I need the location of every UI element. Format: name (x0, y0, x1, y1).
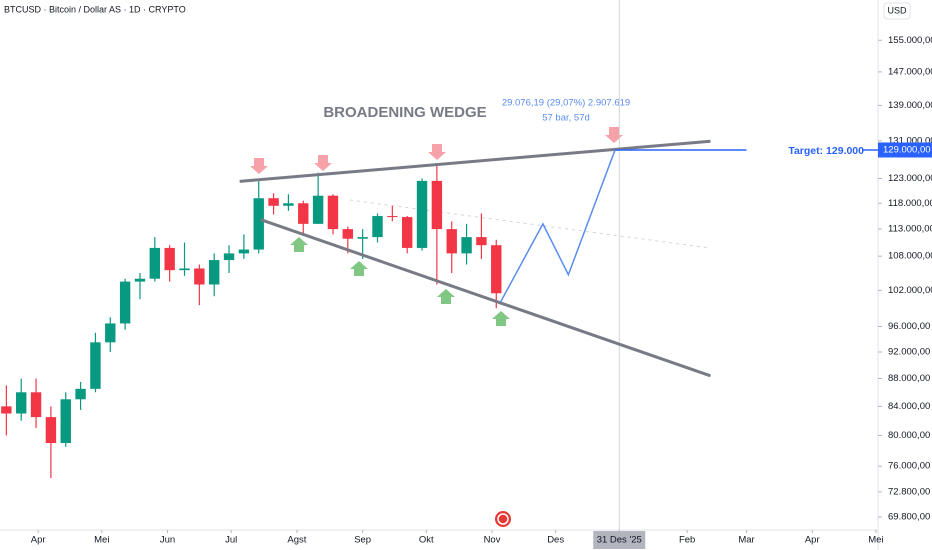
target-label: Target: 129.000 (788, 145, 864, 157)
candle-body (283, 203, 294, 206)
x-tick-label: Agst (287, 535, 306, 546)
candle-body (416, 180, 428, 248)
candle-body (401, 217, 413, 248)
candle-body (253, 198, 264, 250)
candle-body (387, 216, 398, 218)
candle-body (90, 342, 101, 389)
y-tick-label: 108.000,00 (888, 251, 932, 262)
x-tick-label: Mar (738, 535, 754, 546)
candle-body (491, 245, 502, 294)
y-tick-label: 96.000,00 (888, 321, 930, 332)
y-tick-label: 84.000,00 (888, 401, 930, 412)
currency: USD (887, 5, 907, 15)
candle-body (476, 237, 487, 246)
midline (349, 199, 711, 249)
y-tick-label: 139.000,00 (888, 100, 932, 111)
candle-body (75, 388, 86, 400)
candle-body (105, 323, 116, 343)
x-tick-label: Nov (484, 535, 501, 546)
x-tick-label: Mei (868, 535, 883, 546)
candle-body (194, 268, 205, 285)
x-tick-label: Sep (354, 535, 371, 546)
x-tick-label: Okt (419, 535, 434, 546)
candle-body (1, 406, 12, 414)
y-tick-label: 88.000,00 (888, 373, 930, 384)
candle-body (149, 247, 161, 279)
candle-body (372, 216, 383, 238)
arrows (250, 127, 623, 174)
price-badge-label: 129.000,00 (883, 144, 931, 155)
candle-body (209, 260, 220, 285)
candle-body (30, 392, 42, 418)
x-tick-label: Apr (31, 535, 46, 546)
measure-label: 57 bar, 57d (542, 113, 590, 124)
x-tick-label: 31 Des '25 (597, 535, 642, 546)
candle-body (45, 417, 57, 444)
event-icon (497, 513, 509, 525)
y-tick-label: 147.000,00 (888, 66, 932, 77)
candle-body (179, 268, 190, 271)
y-tick-label: 76.000,00 (888, 461, 930, 472)
candle-body (134, 278, 146, 282)
x-tick-label: Jul (225, 535, 237, 546)
x-tick-label: Jun (160, 535, 175, 546)
x-tick-label: Des (547, 535, 564, 546)
y-tick-label: 131.000,00 (888, 135, 932, 146)
wedge-lower-line (260, 218, 711, 378)
x-tick-label: Feb (679, 535, 695, 546)
candle-body (223, 253, 235, 261)
candle-body (446, 229, 457, 254)
candle-body (60, 399, 71, 444)
measure-label: 29.076,19 (29,07%) 2.907.619 (502, 98, 630, 109)
x-tick-label: Mei (94, 535, 109, 546)
projection-path (499, 149, 616, 303)
price-badge (878, 142, 932, 158)
candle-body (268, 198, 279, 206)
candle-body (461, 237, 472, 254)
crosshair-label-box (593, 531, 646, 549)
candle-body (119, 281, 131, 324)
y-tick-label: 155.000,00 (888, 35, 932, 46)
candle-body (298, 203, 309, 224)
y-tick-label: 123.000,00 (888, 173, 932, 184)
candle-body (327, 195, 339, 230)
y-tick-label: 69.800,00 (888, 512, 930, 523)
y-tick-label: 118.000,00 (888, 198, 932, 209)
y-tick-label: 92.000,00 (888, 347, 930, 358)
y-tick-label: 80.000,00 (888, 430, 930, 441)
candle-body (357, 237, 368, 239)
candle-body (238, 249, 250, 254)
pattern-label: BROADENING WEDGE (323, 104, 486, 121)
y-tick-label: 102.000,00 (888, 285, 932, 296)
symbol-title: BTCUSD · Bitcoin / Dollar AS · 1D · CRYP… (4, 4, 186, 14)
currency-box[interactable] (883, 2, 911, 20)
candle-body (16, 392, 27, 414)
candle-body (164, 247, 175, 271)
candle-body (342, 229, 354, 239)
candle-body (312, 195, 324, 224)
y-tick-label: 113.000,00 (888, 224, 932, 235)
x-tick-label: Apr (805, 535, 820, 546)
arrows (290, 237, 510, 326)
y-tick-label: 72.800,00 (888, 486, 930, 497)
wedge-upper-line (239, 139, 711, 183)
candle-body (431, 180, 443, 230)
